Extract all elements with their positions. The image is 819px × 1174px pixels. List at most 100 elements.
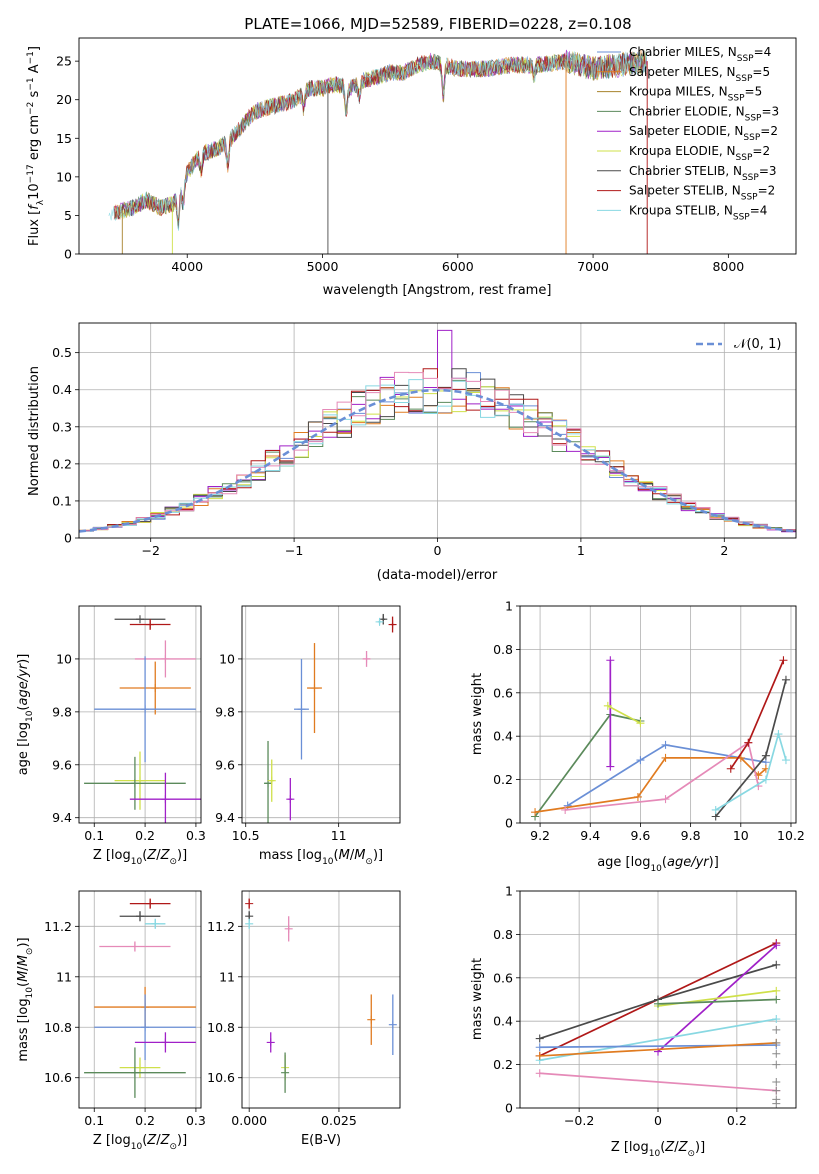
histogram-series-7: [79, 379, 796, 533]
y-tick-label: 1: [505, 599, 513, 614]
point-3-marker: [130, 942, 139, 951]
point-8-marker: [130, 1068, 139, 1077]
age-vs-z-panel: 0.1 0.2 0.3 9.4 9.6 9.8 10 Z [log10(Z/Z⊙)] age […: [16, 605, 206, 867]
x-tick-label: 9.6: [630, 828, 650, 843]
y-tick-label: 0.2: [52, 456, 72, 471]
y-tick-label: 0.8: [493, 642, 513, 657]
y-tick-label: 0.6: [493, 685, 513, 700]
point-5-marker: [141, 1023, 150, 1032]
x-tick-label: 0.3: [186, 1113, 206, 1128]
y-tick-label: 0: [64, 247, 72, 262]
series-marker: [661, 740, 670, 749]
y-tick-label: 0.5: [52, 345, 72, 360]
x-tick-label: −1: [285, 543, 303, 558]
point-4-marker: [141, 705, 150, 714]
x-tick-label: 0.1: [84, 1113, 104, 1128]
y-axis-label: Normed distribution: [27, 366, 42, 496]
mass-weight-vs-age-panel: 9.2 9.4 9.6 9.8 10 10.2 0 0.2 0.4 0.6 0.8 1 age [log…: [470, 599, 805, 875]
series-marker: [781, 756, 790, 765]
legend-label: Kroupa STELIB, NSSP=4: [629, 203, 767, 222]
edge-marker: [772, 1025, 781, 1034]
x-axis-label: E(B-V): [301, 1133, 341, 1148]
x-axis-label: wavelength [Angstrom, rest frame]: [323, 283, 552, 298]
point-6-marker: [130, 779, 139, 788]
series-marker: [772, 941, 781, 950]
y-tick-label: 0: [505, 1101, 513, 1116]
series-marker: [661, 753, 670, 762]
y-tick-label: 11.2: [44, 919, 72, 934]
series-marker: [772, 995, 781, 1004]
series-line-7: [539, 1042, 777, 1057]
series-marker: [726, 764, 735, 773]
histogram-panel: −2 −1 0 1 2 0 0.1 0.2 0.3 0.4 0.5 (data-model)/erro…: [27, 322, 797, 583]
series-line-3: [567, 743, 767, 807]
series-marker: [772, 986, 781, 995]
axes-frame: [241, 890, 401, 1109]
x-tick-label: 7000: [577, 259, 609, 274]
spectrum-series-7: [113, 51, 647, 222]
series-line-8: [715, 730, 787, 811]
plot-area: [264, 613, 397, 823]
x-tick-label: 0.2: [135, 1113, 155, 1128]
mass-weight-vs-z-panel: −0.2 0 0.2 0 0.2 0.4 0.6 0.8 1 Z [log10(Z/Z⊙)] mas…: [470, 884, 797, 1159]
point-0-marker: [245, 899, 254, 908]
axes-frame: [78, 605, 202, 824]
axes-frame: [241, 605, 401, 824]
series-line-4: [657, 998, 777, 1005]
series-marker: [531, 808, 540, 817]
y-tick-label: 9.4: [215, 810, 235, 825]
point-2-marker: [375, 617, 384, 626]
x-tick-label: 10.5: [232, 828, 260, 843]
edge-marker: [772, 1095, 781, 1104]
point-3-marker: [151, 684, 160, 693]
y-tick-label: 10.8: [207, 1020, 235, 1035]
x-tick-label: −0.2: [564, 1113, 594, 1128]
y-tick-label: 10: [219, 651, 235, 666]
series-marker: [774, 730, 783, 739]
point-4-marker: [367, 1015, 376, 1024]
plot-area: [245, 898, 397, 1093]
series-marker: [781, 675, 790, 684]
y-axis-label: mass weight: [470, 673, 485, 755]
series-marker: [561, 805, 570, 814]
y-tick-label: 10.6: [207, 1070, 235, 1085]
point-2-marker: [161, 654, 170, 663]
point-1-marker: [136, 912, 144, 921]
series-marker: [636, 756, 645, 765]
x-axis-label: Z [log10(Z/Z⊙)]: [93, 848, 187, 867]
point-8-marker: [286, 795, 295, 804]
y-tick-label: 9.6: [52, 757, 72, 772]
series-marker: [535, 1034, 544, 1043]
point-6-marker: [266, 1038, 275, 1047]
edge-marker: [772, 1060, 781, 1069]
point-1-marker: [146, 620, 155, 629]
y-tick-label: 5: [64, 208, 72, 223]
y-axis-label: mass weight: [470, 958, 485, 1040]
series-marker: [779, 656, 788, 665]
x-tick-label: 11: [331, 828, 347, 843]
series-marker: [606, 762, 615, 771]
x-axis-label: Z [log10(Z/Z⊙)]: [93, 1133, 187, 1152]
edge-marker: [772, 1049, 781, 1058]
y-axis-label: age [log10(age/yr)]: [16, 654, 35, 776]
series-marker: [563, 801, 572, 810]
x-axis-label: Z [log10(Z/Z⊙)]: [611, 1140, 705, 1159]
legend-label: Salpeter ELODIE, NSSP=2: [629, 124, 778, 143]
y-tick-label: 9.6: [215, 757, 235, 772]
legend-label: Chabrier STELIB, NSSP=3: [629, 164, 777, 183]
legend-label: 𝒩(0, 1): [734, 337, 781, 352]
point-0-marker: [136, 615, 144, 624]
series-marker: [661, 795, 670, 804]
histogram-series-5: [79, 368, 796, 532]
y-tick-label: 10.8: [44, 1020, 72, 1035]
series-line-2: [607, 705, 641, 724]
plot-area: [84, 615, 201, 823]
series-line-4: [534, 757, 767, 813]
point-3-marker: [362, 654, 371, 663]
series-marker: [711, 805, 720, 814]
normal-curve: [79, 388, 796, 533]
legend-label: Salpeter MILES, NSSP=5: [629, 65, 770, 84]
point-7-marker: [267, 776, 276, 785]
